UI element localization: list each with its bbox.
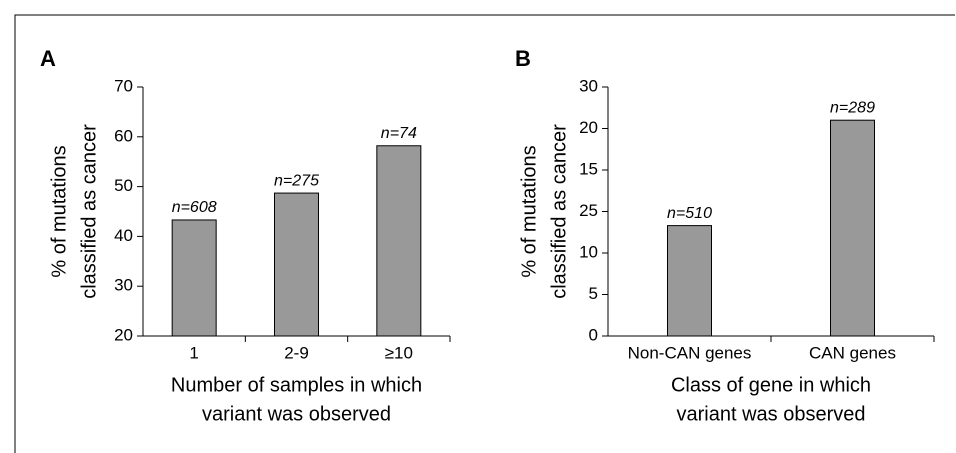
y-axis-title: % of mutations [518, 145, 540, 277]
y-tick-label: 20 [579, 118, 598, 137]
x-tick-label: 2-9 [284, 343, 309, 362]
x-tick-label: Non-CAN genes [628, 343, 752, 362]
bar-annotation: n=275 [274, 172, 319, 189]
y-tick-label: 60 [114, 126, 133, 145]
y-tick-label: 70 [114, 76, 133, 95]
y-axis-title: classified as cancer [78, 124, 100, 299]
y-tick-label: 50 [114, 176, 133, 195]
bar [667, 225, 712, 337]
bar [274, 192, 319, 337]
panel-letter: A [40, 46, 56, 71]
y-axis-title: % of mutations [48, 145, 70, 277]
y-axis-title: classified as cancer [548, 124, 570, 299]
y-tick-label: 15 [579, 159, 598, 178]
x-tick-label: CAN genes [809, 343, 896, 362]
x-tick-label: 1 [189, 343, 198, 362]
y-tick-label: 20 [114, 325, 133, 344]
y-tick-label: 40 [114, 226, 133, 245]
y-tick-label: 10 [579, 242, 598, 261]
x-axis-title: Class of gene in which [671, 374, 871, 396]
x-axis-title: Number of samples in which [171, 374, 422, 396]
bar [830, 119, 875, 337]
panel-letter: B [515, 46, 531, 71]
bar-annotation: n=289 [830, 99, 875, 116]
bar [376, 145, 422, 337]
frame [14, 14, 955, 453]
bar-annotation: n=608 [172, 199, 217, 216]
x-axis-title: variant was observed [202, 403, 391, 425]
y-tick-label: 25 [579, 201, 598, 220]
bar-annotation: n=510 [667, 205, 712, 222]
y-tick-label: 0 [589, 325, 598, 344]
y-tick-label: 30 [114, 276, 133, 295]
y-tick-label: 5 [589, 284, 598, 303]
x-axis-title: variant was observed [677, 403, 866, 425]
x-tick-label: ≥10 [385, 343, 413, 362]
y-tick-label: 30 [579, 76, 598, 95]
bar [171, 219, 217, 337]
bar-annotation: n=74 [381, 125, 417, 142]
